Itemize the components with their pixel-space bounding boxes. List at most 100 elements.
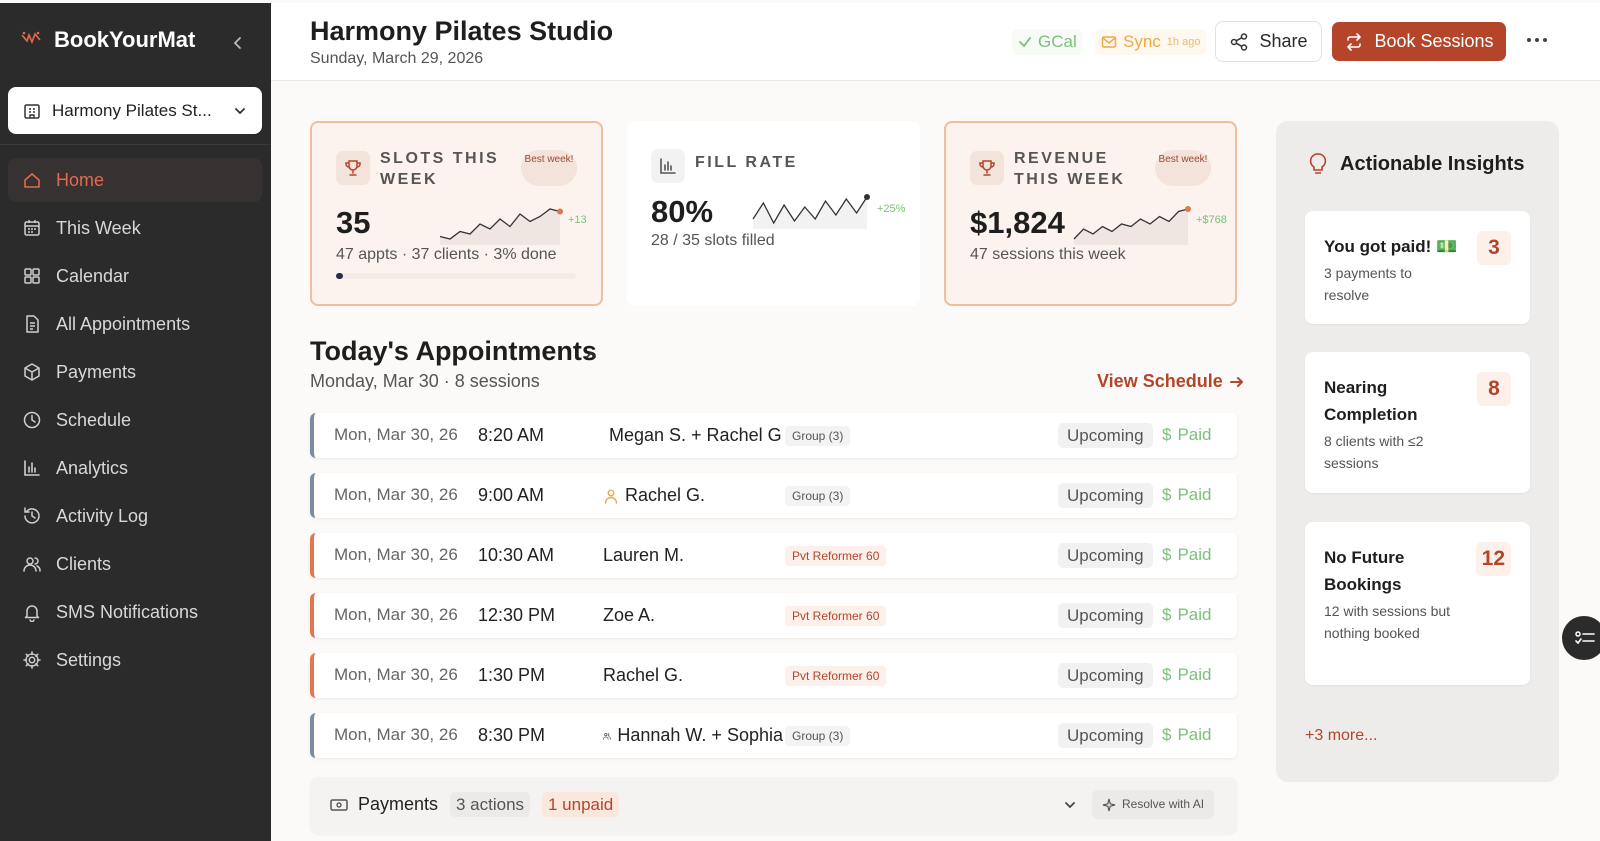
sparkle-icon bbox=[1102, 798, 1116, 811]
building-icon bbox=[24, 103, 40, 119]
appointment-client: Zoe A. bbox=[603, 605, 783, 626]
sidebar-item-home[interactable]: Home bbox=[8, 158, 262, 202]
insights-header: Actionable Insights bbox=[1308, 152, 1524, 176]
insights-title: Actionable Insights bbox=[1340, 152, 1525, 175]
kpi-value: 80% bbox=[651, 194, 714, 229]
checklist-icon bbox=[1575, 631, 1595, 645]
bar-chart-icon bbox=[651, 149, 685, 183]
sidebar-item-settings[interactable]: Settings bbox=[8, 638, 262, 682]
appointment-row[interactable]: Mon, Mar 30, 26 8:30 PM Hannah W. + Sophia… bbox=[310, 713, 1237, 758]
appointment-time: 12:30 PM bbox=[478, 605, 556, 625]
kpi-label: SLOTS THIS WEEK bbox=[380, 150, 500, 188]
sidebar-item-activity-log[interactable]: Activity Log bbox=[8, 494, 262, 538]
best-week-badge: Best week! bbox=[521, 150, 577, 186]
gcal-status[interactable]: GCal bbox=[1012, 29, 1083, 55]
sync-status[interactable]: Sync 1h ago bbox=[1095, 29, 1207, 55]
appointment-row[interactable]: Mon, Mar 30, 26 9:00 AM Rachel G. Group (3)… bbox=[310, 473, 1237, 518]
sidebar-item-calendar[interactable]: Calendar bbox=[8, 254, 262, 298]
more-options-button[interactable] bbox=[1525, 30, 1549, 50]
best-week-badge: Best week! bbox=[1155, 150, 1211, 186]
paid-label: Paid bbox=[1177, 485, 1212, 504]
sidebar-item-this-week[interactable]: This Week bbox=[8, 206, 262, 250]
view-schedule-link[interactable]: View Schedule bbox=[1097, 371, 1245, 392]
kpi-fill-rate-card[interactable]: FILL RATE 80% +25% 28 / 35 slots filled bbox=[627, 121, 920, 306]
appointment-date: Mon, Mar 30, 26 bbox=[334, 425, 458, 444]
sidebar-item-all-appointments[interactable]: All Appointments bbox=[8, 302, 262, 346]
sidebar-item-label: Payments bbox=[56, 361, 137, 382]
sparkline-line bbox=[1073, 208, 1189, 240]
appointment-client: Megan S. + Rachel G. bbox=[603, 425, 783, 446]
kpi-label: REVENUE THIS WEEK bbox=[1014, 150, 1126, 188]
share-button[interactable]: Share bbox=[1215, 21, 1322, 62]
dollar-icon: $ bbox=[1162, 665, 1172, 684]
kpi-subtext: 28 / 35 slots filled bbox=[651, 232, 775, 249]
studio-selector[interactable]: Harmony Pilates St... bbox=[8, 87, 262, 134]
insight-card-no-bookings[interactable]: No Future Bookings 12 with sessions but … bbox=[1305, 522, 1530, 685]
cash-icon bbox=[330, 799, 348, 811]
kpi-progress-bar bbox=[336, 273, 576, 279]
bell-icon bbox=[24, 605, 40, 622]
book-sessions-button[interactable]: Book Sessions bbox=[1332, 22, 1506, 61]
appointment-client: Hannah W. + Sophia bbox=[603, 725, 783, 746]
sidebar-item-analytics[interactable]: Analytics bbox=[8, 446, 262, 490]
appointment-date: Mon, Mar 30, 26 bbox=[334, 665, 458, 684]
sidebar-item-sms-notifications[interactable]: SMS Notifications bbox=[8, 590, 262, 634]
payments-bar[interactable]: Payments 3 actions 1 unpaid Resolve with… bbox=[310, 777, 1237, 834]
ellipsis-icon bbox=[1527, 38, 1547, 42]
kpi-subtext: 47 sessions this week bbox=[970, 246, 1126, 263]
sparkline-endpoint bbox=[864, 194, 870, 200]
appointment-client: Lauren M. bbox=[603, 545, 783, 566]
studio-selector-label: Harmony Pilates St... bbox=[52, 100, 212, 120]
collapse-sidebar-button[interactable] bbox=[228, 33, 248, 53]
chevron-left-icon bbox=[233, 37, 241, 49]
home-icon bbox=[24, 173, 40, 188]
insights-panel: Actionable Insights You got paid! 💵 3 pa… bbox=[1276, 121, 1559, 782]
client-name: Rachel G. bbox=[603, 665, 684, 685]
user-icon bbox=[604, 489, 618, 504]
kpi-revenue-card[interactable]: REVENUE THIS WEEK Best week! $1,824 +$76… bbox=[944, 121, 1237, 306]
insight-card-completion[interactable]: Nearing Completion 8 clients with ≤2 ses… bbox=[1305, 352, 1530, 493]
sparkline-line bbox=[439, 208, 561, 240]
payment-status: $ Paid bbox=[1162, 425, 1212, 445]
users-icon bbox=[603, 732, 611, 740]
insight-title: No Future Bookings bbox=[1324, 548, 1405, 594]
section-title: Today's Appointments bbox=[310, 336, 597, 366]
status-badge: Upcoming bbox=[1058, 603, 1153, 628]
appointment-row[interactable]: Mon, Mar 30, 26 12:30 PM Zoe A. Pvt Reforme… bbox=[310, 593, 1237, 638]
appointment-date: Mon, Mar 30, 26 bbox=[334, 725, 458, 744]
insight-title: Nearing Completion bbox=[1324, 378, 1418, 424]
sidebar-item-label: Schedule bbox=[56, 409, 132, 430]
insight-card-payments[interactable]: You got paid! 💵 3 payments to resolve 3 bbox=[1305, 211, 1530, 324]
repeat-icon bbox=[1347, 32, 1362, 51]
chevron-down-icon[interactable] bbox=[1062, 797, 1078, 813]
arrow-right-icon bbox=[1229, 376, 1244, 387]
history-icon bbox=[24, 507, 40, 524]
trophy-icon bbox=[970, 151, 1004, 185]
kpi-slots-card[interactable]: SLOTS THIS WEEK Best week! 35 +13 47 app… bbox=[310, 121, 603, 306]
insight-count-badge: 8 bbox=[1477, 372, 1511, 406]
appointment-time: 8:30 PM bbox=[478, 725, 546, 745]
floating-menu-button[interactable] bbox=[1562, 616, 1600, 660]
appointment-time: 10:30 AM bbox=[478, 545, 555, 565]
sidebar-item-schedule[interactable]: Schedule bbox=[8, 398, 262, 442]
brand[interactable]: BookYourMat bbox=[20, 27, 195, 53]
lightbulb-icon bbox=[1309, 153, 1327, 174]
payment-status: $ Paid bbox=[1162, 605, 1212, 625]
session-type-badge: Pvt Reformer 60 bbox=[785, 546, 887, 566]
status-badge: Upcoming bbox=[1058, 483, 1153, 508]
kpi-subtext: 47 appts · 37 clients · 3% done bbox=[336, 246, 557, 263]
dollar-icon: $ bbox=[1162, 605, 1172, 624]
sidebar-item-clients[interactable]: Clients bbox=[8, 542, 262, 586]
sparkline bbox=[752, 194, 870, 229]
grid-icon bbox=[24, 268, 40, 284]
appointment-row[interactable]: Mon, Mar 30, 26 8:20 AM Megan S. + Rachel … bbox=[310, 413, 1237, 458]
actions-badge: 3 actions bbox=[450, 792, 531, 817]
more-insights-link[interactable]: +3 more... bbox=[1305, 727, 1378, 744]
appointment-row[interactable]: Mon, Mar 30, 26 10:30 AM Lauren M. Pvt Refo… bbox=[310, 533, 1237, 578]
sidebar-item-payments[interactable]: Payments bbox=[8, 350, 262, 394]
collapse-section-button[interactable] bbox=[583, 347, 599, 363]
sidebar: BookYourMat Harmony Pilates St... Home Th… bbox=[0, 3, 271, 841]
resolve-with-ai-button[interactable]: Resolve with AI bbox=[1092, 790, 1215, 819]
sync-label: Sync bbox=[1123, 32, 1161, 51]
appointment-row[interactable]: Mon, Mar 30, 26 1:30 PM Rachel G. Pvt Refor… bbox=[310, 653, 1237, 698]
